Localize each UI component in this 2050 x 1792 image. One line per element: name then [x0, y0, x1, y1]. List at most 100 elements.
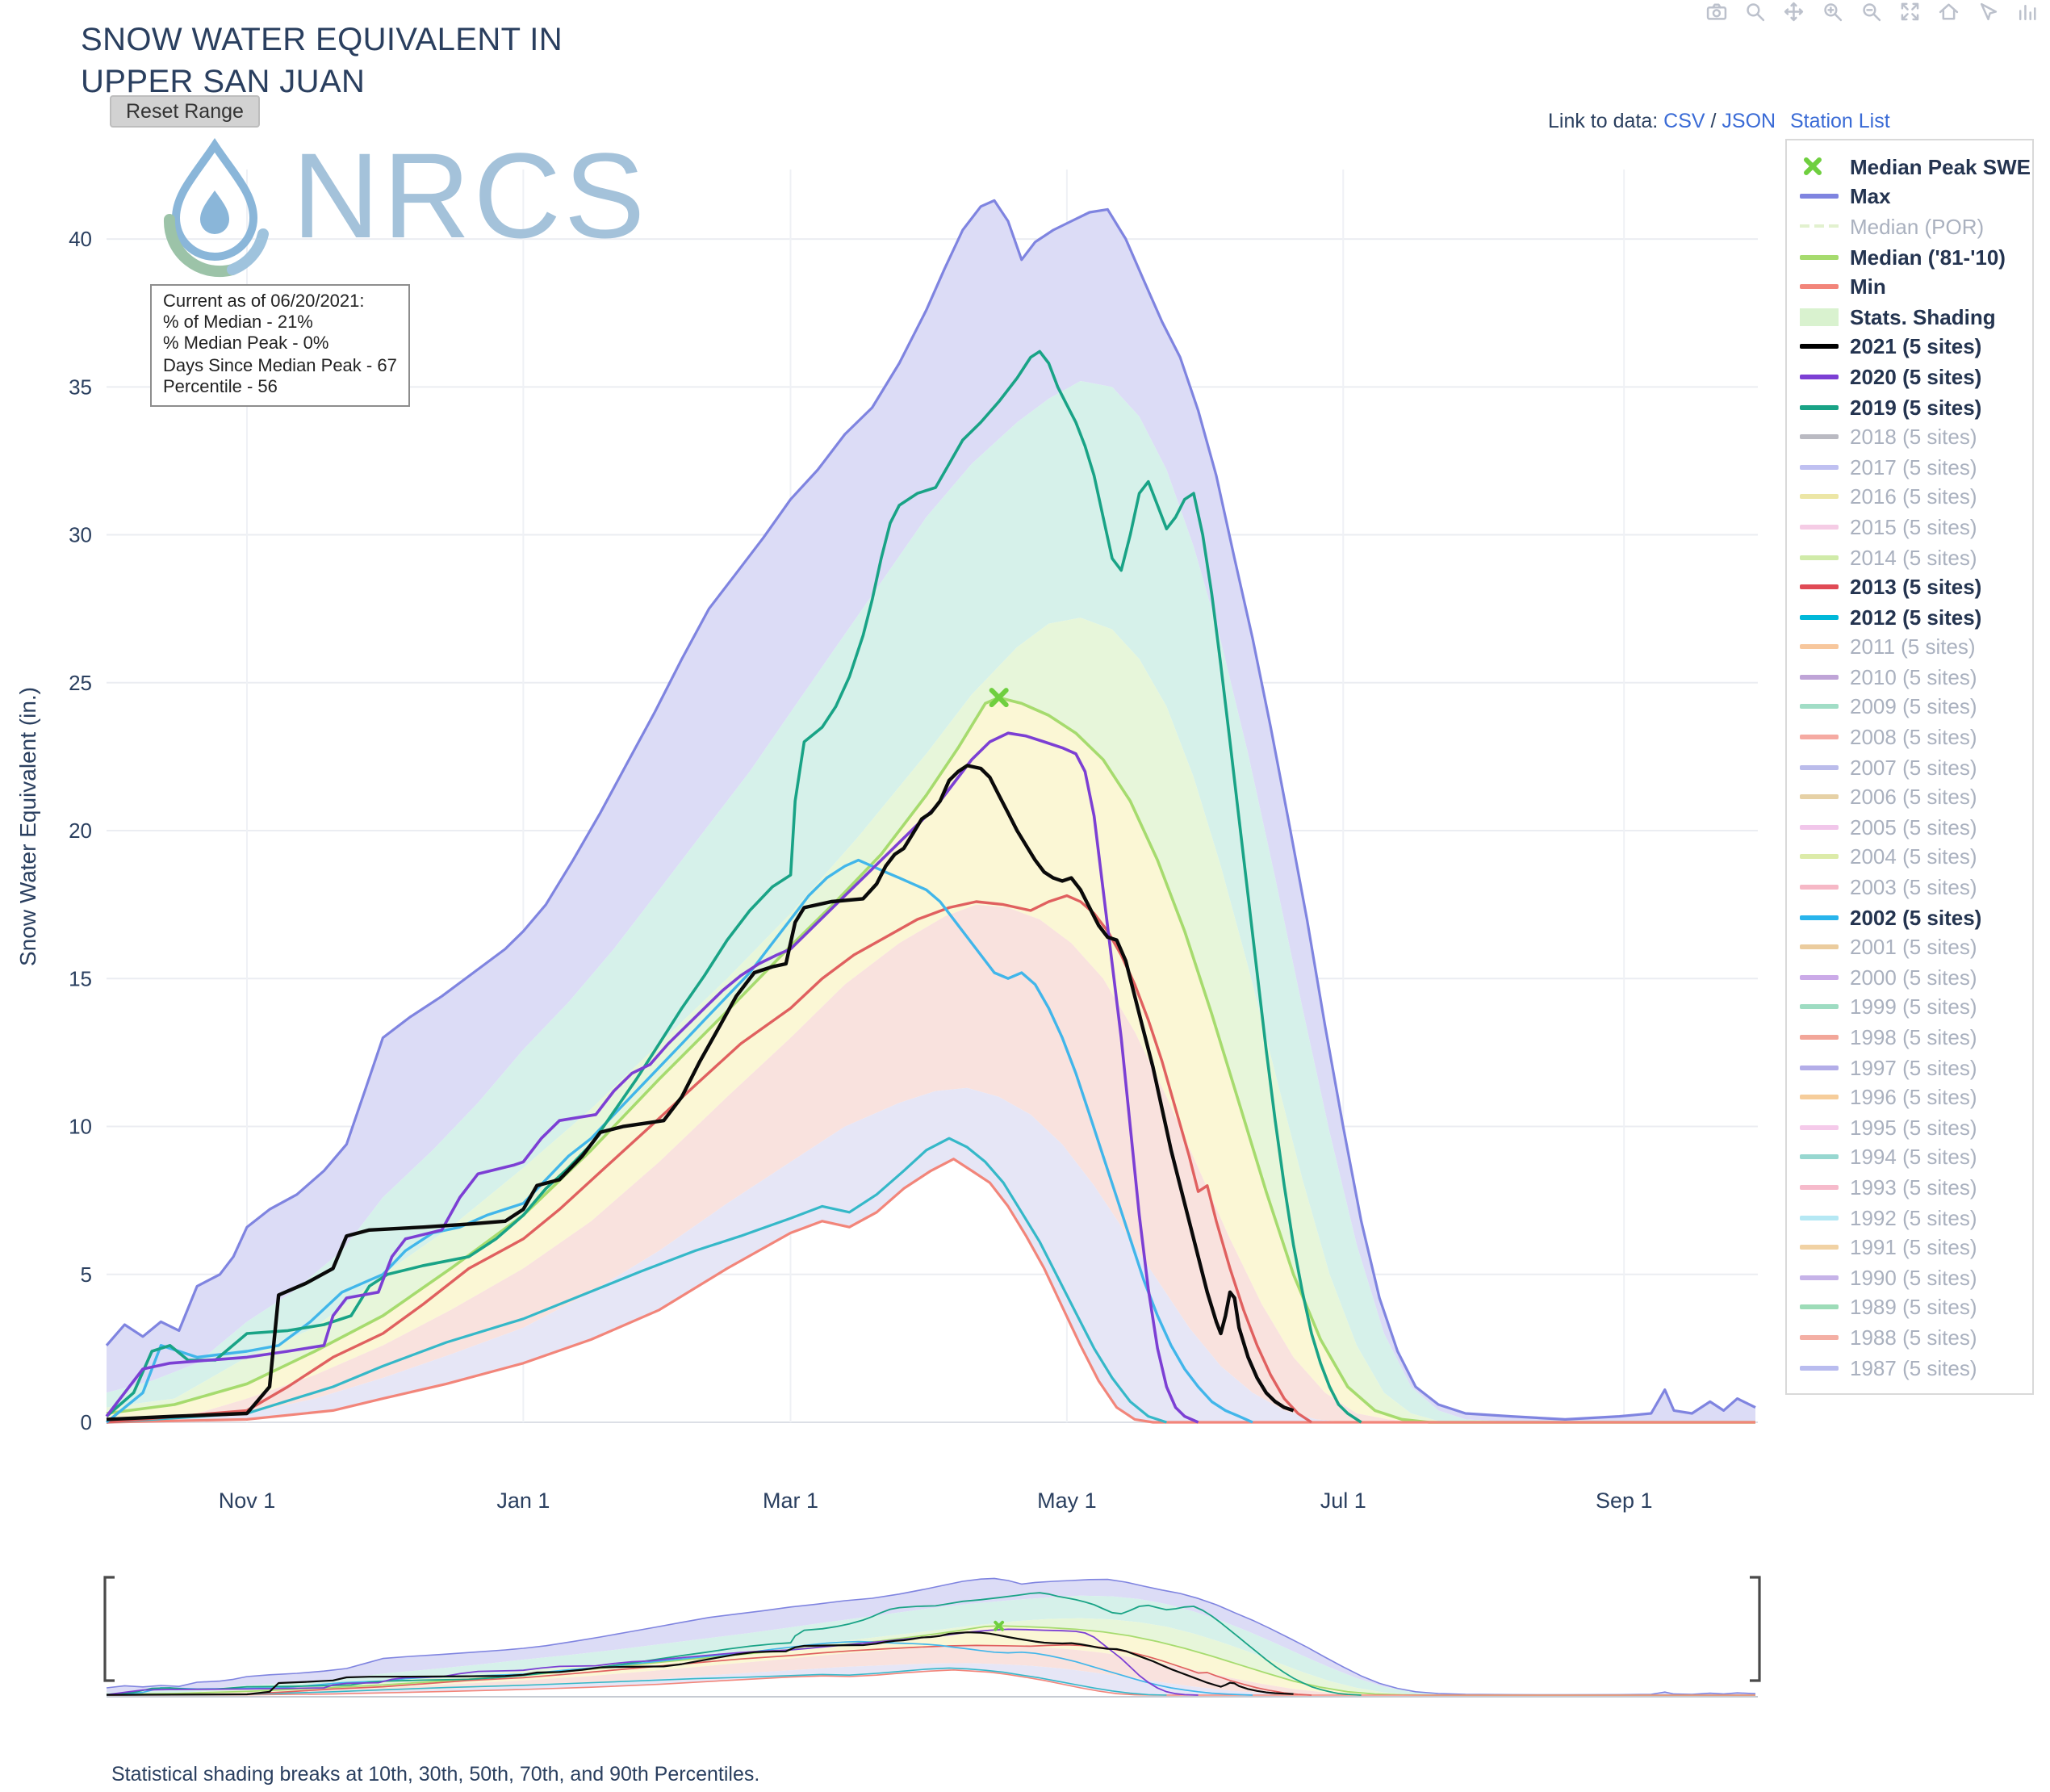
shading-swatch-icon	[1800, 308, 1839, 326]
legend-item[interactable]: 2001 (5 sites)	[1800, 932, 2026, 962]
legend-item-label: 1998 (5 sites)	[1850, 1025, 1977, 1050]
legend-item[interactable]: 2005 (5 sites)	[1800, 812, 2026, 842]
range-slider[interactable]	[107, 1572, 1758, 1698]
legend-item[interactable]: 1997 (5 sites)	[1800, 1053, 2026, 1082]
legend-item[interactable]: Median ('81-'10)	[1800, 242, 2026, 272]
series-2019-5-sites	[106, 1592, 1362, 1696]
toggle-hover-icon[interactable]	[1977, 2, 1998, 23]
legend-item[interactable]: 1996 (5 sites)	[1800, 1082, 2026, 1112]
legend-item[interactable]: Min	[1800, 272, 2026, 302]
legend-item-label: 2010 (5 sites)	[1850, 664, 1977, 689]
current-status-box: Current as of 06/20/2021: % of Median - …	[150, 284, 410, 408]
band-p70-p50	[107, 618, 1755, 1422]
json-link[interactable]: JSON	[1722, 110, 1776, 132]
x-tick-label: Mar 1	[763, 1488, 818, 1513]
legend-item[interactable]: 2018 (5 sites)	[1800, 422, 2026, 452]
series-max	[106, 1577, 1756, 1696]
legend-item[interactable]: Max	[1800, 182, 2026, 211]
legend-item[interactable]: 2020 (5 sites)	[1800, 362, 2026, 391]
legend-item-label: 1997 (5 sites)	[1850, 1055, 1977, 1080]
plotly-logo-icon[interactable]	[2016, 2, 2037, 23]
legend-item[interactable]: 1990 (5 sites)	[1800, 1262, 2026, 1292]
legend-item[interactable]: 2007 (5 sites)	[1800, 752, 2026, 782]
median-peak-marker	[989, 688, 1009, 708]
legend-item[interactable]: 1987 (5 sites)	[1800, 1353, 2026, 1383]
legend-item-label: 1996 (5 sites)	[1850, 1085, 1977, 1110]
line-swatch-icon	[1800, 1304, 1839, 1310]
legend-item[interactable]: 1992 (5 sites)	[1800, 1203, 2026, 1233]
legend-item[interactable]: Median (POR)	[1800, 211, 2026, 241]
legend-item[interactable]: 2010 (5 sites)	[1800, 662, 2026, 692]
legend-item[interactable]: 2003 (5 sites)	[1800, 873, 2026, 902]
legend-item[interactable]: 2000 (5 sites)	[1800, 962, 2026, 992]
legend-item[interactable]: 1995 (5 sites)	[1800, 1112, 2026, 1142]
line-swatch-icon	[1800, 434, 1839, 440]
range-slider-left-handle[interactable]	[103, 1576, 115, 1682]
zoom-out-icon[interactable]	[1861, 2, 1882, 23]
zoom-in-icon[interactable]	[1822, 2, 1843, 23]
line-swatch-icon	[1800, 1095, 1839, 1100]
line-swatch-icon	[1800, 974, 1839, 980]
line-swatch-icon	[1800, 614, 1839, 620]
legend-item[interactable]: Median Peak SWE	[1800, 152, 2031, 182]
autoscale-icon[interactable]	[1900, 2, 1921, 23]
legend-item[interactable]: 2017 (5 sites)	[1800, 452, 2026, 482]
status-line: Days Since Median Peak - 67	[163, 356, 397, 376]
legend-item[interactable]: 2011 (5 sites)	[1800, 632, 2026, 662]
legend-item[interactable]: 2004 (5 sites)	[1800, 842, 2026, 872]
legend-item[interactable]: 1988 (5 sites)	[1800, 1322, 2026, 1352]
csv-link[interactable]: CSV	[1663, 110, 1705, 132]
link-separator: /	[1705, 110, 1722, 132]
reset-axes-icon[interactable]	[1939, 2, 1960, 23]
x-tick-label: Jul 1	[1320, 1488, 1366, 1513]
legend-item-label: 1990 (5 sites)	[1850, 1265, 1977, 1290]
legend-item[interactable]: 2013 (5 sites)	[1800, 572, 2026, 602]
legend-item[interactable]: Stats. Shading	[1800, 302, 2026, 332]
line-swatch-icon	[1800, 735, 1839, 740]
legend-item[interactable]: 2008 (5 sites)	[1800, 722, 2026, 752]
data-links: Link to data: CSV / JSON	[1548, 110, 1776, 132]
legend-item[interactable]: 1993 (5 sites)	[1800, 1172, 2026, 1202]
y-tick-label: 35	[69, 375, 92, 399]
plotly-modebar	[1706, 2, 2037, 23]
legend-item-label: 2003 (5 sites)	[1850, 875, 1977, 900]
range-slider-right-handle[interactable]	[1750, 1576, 1761, 1682]
legend-item-label: 2017 (5 sites)	[1850, 454, 1977, 479]
reset-range-button[interactable]: Reset Range	[110, 95, 260, 128]
chart-title-line1: SNOW WATER EQUIVALENT IN	[81, 23, 563, 58]
legend-item[interactable]: 2002 (5 sites)	[1800, 902, 2026, 932]
legend-item-label: 1994 (5 sites)	[1850, 1145, 1977, 1170]
zoom-icon[interactable]	[1745, 2, 1766, 23]
legend-item-label: 2015 (5 sites)	[1850, 514, 1977, 539]
legend-item[interactable]: 2014 (5 sites)	[1800, 542, 2026, 572]
legend-item[interactable]: 2019 (5 sites)	[1800, 392, 2026, 422]
legend-item[interactable]: 2015 (5 sites)	[1800, 512, 2026, 542]
legend-item[interactable]: 2009 (5 sites)	[1800, 692, 2026, 722]
legend-item[interactable]: 1994 (5 sites)	[1800, 1142, 2026, 1172]
legend-item-label: 1987 (5 sites)	[1850, 1355, 1977, 1380]
legend-item[interactable]: 2021 (5 sites)	[1800, 332, 2026, 362]
legend-item-label: 2011 (5 sites)	[1850, 634, 1976, 659]
legend-item[interactable]: 1991 (5 sites)	[1800, 1233, 2026, 1262]
line-swatch-icon	[1800, 764, 1839, 770]
link-to-data-label: Link to data:	[1548, 110, 1664, 132]
legend-item[interactable]: 1999 (5 sites)	[1800, 992, 2026, 1022]
x-marker-icon	[1800, 157, 1839, 177]
series-min	[106, 1158, 1755, 1424]
station-list-link[interactable]: Station List	[1790, 110, 1890, 132]
line-swatch-icon	[1800, 824, 1839, 830]
pan-icon[interactable]	[1784, 2, 1805, 23]
band-p70-p50	[107, 1618, 1755, 1695]
legend-item[interactable]: 2012 (5 sites)	[1800, 602, 2026, 632]
legend-item[interactable]: 2006 (5 sites)	[1800, 782, 2026, 812]
camera-icon[interactable]	[1706, 2, 1727, 23]
legend-item[interactable]: 2016 (5 sites)	[1800, 482, 2026, 512]
y-tick-label: 40	[69, 227, 92, 251]
legend-item[interactable]: 1998 (5 sites)	[1800, 1022, 2026, 1052]
legend-item[interactable]: 1989 (5 sites)	[1800, 1292, 2026, 1322]
legend-item-label: 1993 (5 sites)	[1850, 1174, 1977, 1200]
line-swatch-icon	[1800, 254, 1839, 260]
nrcs-logo-text: NRCS	[292, 128, 649, 263]
series-max	[105, 199, 1756, 1421]
line-swatch-icon	[1800, 674, 1839, 680]
